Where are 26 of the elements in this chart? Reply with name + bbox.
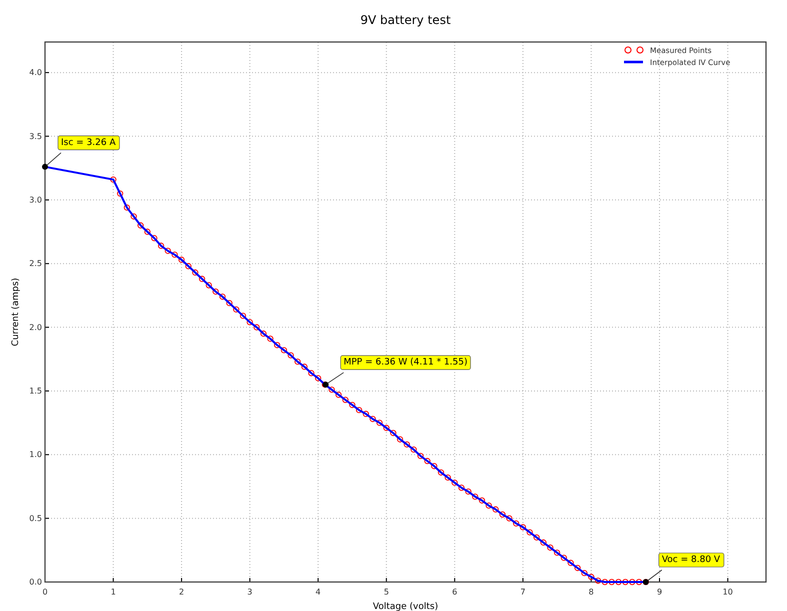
x-tick-label: 9 <box>656 588 662 597</box>
x-tick-label: 10 <box>722 588 733 597</box>
x-tick-label: 4 <box>316 588 321 597</box>
annotation: MPP = 6.36 W (4.11 * 1.55) <box>344 358 468 368</box>
x-tick-label: 6 <box>452 588 458 597</box>
x-tick-label: 2 <box>179 588 184 597</box>
y-tick-label: 3.5 <box>29 132 42 141</box>
x-axis-title: Voltage (volts) <box>372 602 438 611</box>
y-tick-label: 1.0 <box>29 450 42 460</box>
x-tick-label: 7 <box>520 588 526 597</box>
x-tick-label: 8 <box>588 588 594 597</box>
y-tick-label: 3.0 <box>29 195 42 204</box>
annotation: Isc = 3.26 A <box>61 138 116 148</box>
annotation: Voc = 8.80 V <box>662 555 721 565</box>
y-tick-label: 4.0 <box>29 68 42 78</box>
y-tick-label: 2.0 <box>29 322 42 332</box>
y-tick-label: 1.5 <box>29 386 42 396</box>
x-tick-label: 3 <box>247 588 252 597</box>
x-tick-label: 5 <box>384 588 389 597</box>
y-tick-label: 0.0 <box>29 578 42 587</box>
x-tick-label: 0 <box>42 588 48 597</box>
x-tick-label: 1 <box>110 588 116 597</box>
y-tick-label: 0.5 <box>29 514 42 523</box>
y-axis-title: Current (amps) <box>11 278 21 346</box>
chart-title: 9V battery test <box>360 13 451 27</box>
y-tick-label: 2.5 <box>29 259 42 268</box>
